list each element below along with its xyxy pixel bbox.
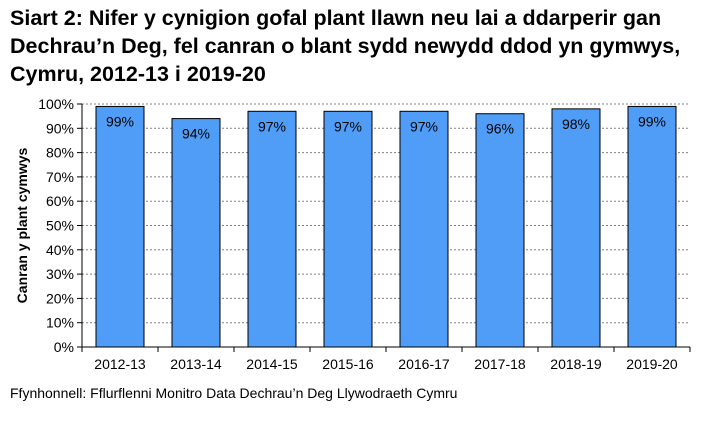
y-tick-label: 50% <box>46 218 74 234</box>
x-tick-label: 2013-14 <box>170 356 222 372</box>
bar <box>475 113 525 348</box>
x-tick-label: 2015-16 <box>322 356 374 372</box>
y-tick-label: 80% <box>46 145 74 161</box>
y-tick-label: 70% <box>46 169 74 185</box>
x-tick-label: 2017-18 <box>474 356 526 372</box>
y-axis-label: Canran y plant cymwys <box>14 147 30 303</box>
y-tick-label: 60% <box>46 193 74 209</box>
bar <box>551 108 601 348</box>
y-tick-label: 90% <box>46 120 74 136</box>
data-label: 97% <box>334 118 362 134</box>
x-tick-label: 2014-15 <box>246 356 298 372</box>
bar <box>323 110 373 348</box>
bar <box>95 105 145 348</box>
data-label: 98% <box>562 116 590 132</box>
bars <box>95 105 677 348</box>
chart-title: Siart 2: Nifer y cynigion gofal plant ll… <box>10 6 681 86</box>
bar-chart: 0% 10% 20% 30% 40% 50% 60% 70% 80% 90% 100% 99% 94%… <box>14 96 691 372</box>
source-note: Ffynhonnell: Fflurflenni Monitro Data De… <box>10 385 458 401</box>
x-tick-label: 2016-17 <box>398 356 450 372</box>
x-tick-label: 2012-13 <box>94 356 146 372</box>
y-axis-ticks: 0% 10% 20% 30% 40% 50% 60% 70% 80% 90% 100% <box>38 96 82 355</box>
data-label: 97% <box>258 118 286 134</box>
x-tick-label: 2018-19 <box>550 356 602 372</box>
y-tick-label: 10% <box>46 315 74 331</box>
x-axis-ticks: 2012-13 2013-14 2014-15 2015-16 2016-17 2017-… <box>81 347 691 372</box>
y-tick-label: 40% <box>46 242 74 258</box>
data-labels: 99% 94% 97% 97% 97% 96% 98% 99% <box>106 113 666 141</box>
data-label: 96% <box>486 121 514 137</box>
data-label: 99% <box>106 113 134 129</box>
y-tick-label: 30% <box>46 266 74 282</box>
data-label: 94% <box>182 126 210 142</box>
bar <box>247 110 297 348</box>
y-tick-label: 0% <box>54 339 74 355</box>
y-tick-label: 100% <box>38 96 74 112</box>
bar <box>399 110 449 348</box>
y-tick-label: 20% <box>46 290 74 306</box>
data-label: 99% <box>638 113 666 129</box>
bar <box>627 105 677 348</box>
x-tick-label: 2019-20 <box>626 356 678 372</box>
bar <box>171 118 221 348</box>
data-label: 97% <box>410 118 438 134</box>
